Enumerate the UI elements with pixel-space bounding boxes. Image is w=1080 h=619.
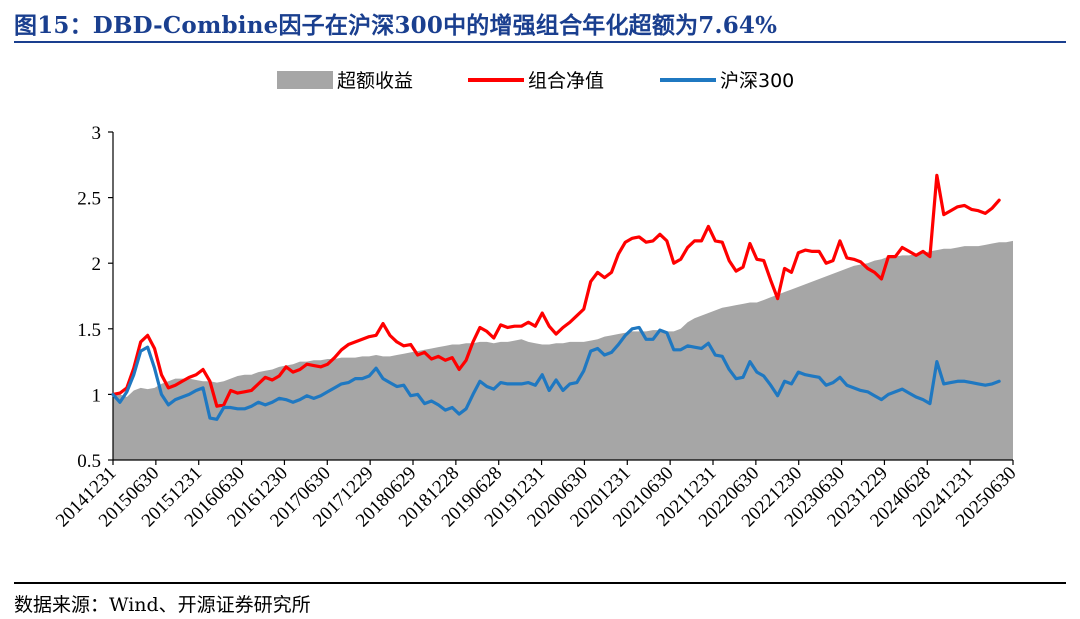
legend-label: 超额收益 (337, 70, 413, 92)
legend-label: 沪深300 (720, 70, 794, 92)
y-tick-label: 0.5 (77, 451, 101, 472)
title-rule (14, 41, 1066, 43)
area-layer (113, 240, 1013, 460)
legend-label: 组合净值 (528, 70, 604, 92)
y-tick-label: 3 (92, 123, 102, 144)
series-line-portfolio (111, 173, 1001, 408)
source-note: 数据来源：Wind、开源证券研究所 (14, 594, 311, 616)
footer-rule (14, 582, 1066, 584)
series-line-csi300 (111, 325, 1001, 421)
legend-item-excess: 超额收益 (277, 70, 413, 92)
legend-swatch (277, 71, 333, 89)
y-tick-label: 2 (92, 254, 102, 275)
y-tick-label: 1 (92, 385, 102, 406)
y-tick-label: 1.5 (77, 320, 101, 341)
line-area-chart: 0.511.522.532014123120150630201512312016… (52, 70, 1021, 531)
legend: 超额收益 组合净值 沪深300 (277, 70, 794, 92)
series-area-excess (113, 240, 1013, 460)
legend-item-portfolio: 组合净值 (468, 70, 604, 92)
figure-title: 图15：DBD-Combine因子在沪深300中的增强组合年化超额为7.64% (14, 12, 778, 39)
legend-item-csi300: 沪深300 (660, 70, 794, 92)
line-layer (111, 173, 1001, 421)
y-tick-label: 2.5 (77, 189, 101, 210)
